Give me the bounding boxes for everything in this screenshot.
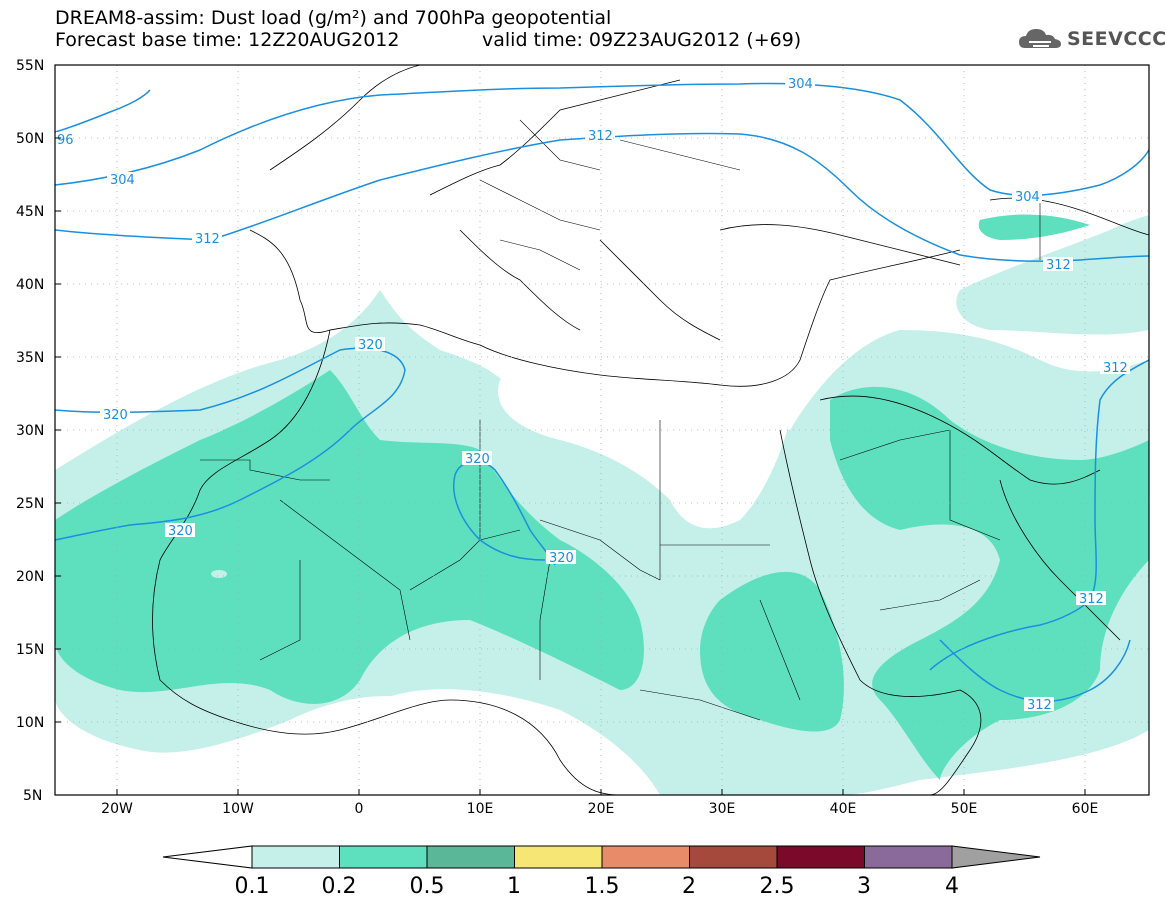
colorbar-label: 1	[507, 874, 521, 899]
lon-label: 20E	[588, 801, 615, 817]
contour-label-320-d: 320	[168, 524, 193, 539]
lon-label: 30E	[709, 801, 736, 817]
contour-label-320-e: 320	[549, 551, 574, 566]
colorbar-under-triangle	[162, 845, 253, 869]
dust-free-areas	[356, 363, 790, 795]
colorbar-label: 0.1	[235, 874, 270, 899]
cloud-logo-icon	[1019, 29, 1061, 48]
seevccc-logo: SEEVCCC	[1017, 26, 1165, 52]
colorbar: 0.1 0.2 0.5 1 1.5 2 2.5 3 4	[162, 845, 1041, 899]
colorbar-label: 0.5	[410, 874, 445, 899]
colorbar-box	[776, 845, 865, 869]
tick-marks	[55, 64, 1086, 796]
colorbar-label: 3	[857, 874, 871, 899]
lon-label: 10E	[467, 801, 494, 817]
colorbar-label: 0.2	[322, 874, 357, 899]
lat-label: 10N	[16, 715, 44, 731]
contour-label-320-a: 320	[358, 338, 383, 353]
contour-label-304-a: 304	[788, 77, 813, 92]
dust-patch	[211, 570, 227, 578]
lat-label: 25N	[16, 496, 44, 512]
colorbar-box	[514, 845, 603, 869]
graticule	[55, 65, 1149, 795]
lon-label: 60E	[1072, 801, 1099, 817]
lat-label: 5N	[23, 788, 42, 804]
colorbar-box	[251, 845, 340, 869]
contour-label-312-f: 312	[1027, 698, 1052, 713]
colorbar-box	[864, 845, 953, 869]
contour-label-320-b: 320	[103, 408, 128, 423]
contour-label-312-a: 312	[588, 129, 613, 144]
contour-label-312-e: 312	[1079, 592, 1104, 607]
lon-label: 0	[355, 801, 364, 817]
colorbar-label: 1.5	[585, 874, 620, 899]
colorbar-box	[689, 845, 778, 869]
longitude-labels: 20W 10W 0 10E 20E 30E 40E 50E 60E	[101, 801, 1098, 817]
lon-label: 10W	[222, 801, 254, 817]
latitude-labels: 55N 50N 45N 40N 35N 30N 25N 20N 15N 10N …	[16, 58, 44, 804]
dust-layer-0-2	[55, 214, 1149, 780]
contour-label-320-c: 320	[465, 452, 490, 467]
map-title: DREAM8-assim: Dust load (g/m²) and 700hP…	[55, 7, 612, 29]
contour-label-312-c: 312	[195, 232, 220, 247]
lat-label: 45N	[16, 204, 44, 220]
colorbar-box	[601, 845, 690, 869]
colorbar-label: 2.5	[760, 874, 795, 899]
contour-label-96: 96	[57, 133, 74, 148]
lat-label: 15N	[16, 642, 44, 658]
lat-label: 55N	[16, 58, 44, 74]
lat-label: 50N	[16, 131, 44, 147]
forecast-base-time: Forecast base time: 12Z20AUG2012	[55, 29, 400, 51]
colorbar-box	[339, 845, 428, 869]
contour-label-304-b: 304	[1015, 190, 1040, 205]
lon-label: 40E	[830, 801, 857, 817]
lon-label: 50E	[951, 801, 978, 817]
logo-text: SEEVCCC	[1067, 28, 1165, 50]
lat-label: 30N	[16, 423, 44, 439]
lon-label: 20W	[101, 801, 133, 817]
country-borders	[200, 119, 1041, 721]
lat-label: 40N	[16, 277, 44, 293]
colorbar-over-triangle	[951, 845, 1041, 869]
colorbar-box	[426, 845, 515, 869]
contour-label-312-d: 312	[1103, 361, 1128, 376]
valid-time: valid time: 09Z23AUG2012 (+69)	[482, 29, 802, 51]
lat-label: 20N	[16, 569, 44, 585]
contour-labels: 304 312 304 312 96 304 312 320 320 320 3…	[56, 76, 1130, 713]
colorbar-label: 4	[945, 874, 959, 899]
lat-label: 35N	[16, 350, 44, 366]
contour-label-312-b: 312	[1046, 258, 1071, 273]
contour-label-304-c: 304	[110, 173, 135, 188]
coastlines	[152, 65, 1149, 795]
colorbar-label: 2	[682, 874, 696, 899]
